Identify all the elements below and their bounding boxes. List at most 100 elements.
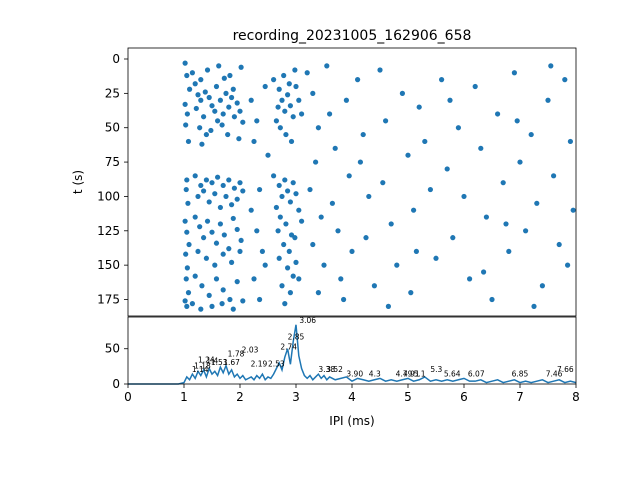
raster-point bbox=[263, 84, 268, 89]
raster-point bbox=[231, 216, 236, 221]
raster-point bbox=[229, 95, 234, 100]
raster-point bbox=[282, 301, 287, 306]
raster-point bbox=[349, 249, 354, 254]
raster-point bbox=[274, 118, 279, 123]
hist-annotation: 1.67 bbox=[223, 358, 240, 367]
raster-point bbox=[279, 98, 284, 103]
raster-point bbox=[198, 98, 203, 103]
raster-point bbox=[183, 252, 188, 257]
raster-point bbox=[229, 202, 234, 207]
raster-point bbox=[265, 153, 270, 158]
raster-point bbox=[515, 118, 520, 123]
raster-ytick-label: 25 bbox=[105, 86, 120, 100]
raster-point bbox=[291, 274, 296, 279]
raster-point bbox=[197, 224, 202, 229]
raster-point bbox=[456, 125, 461, 130]
raster-point bbox=[226, 177, 231, 182]
hist-xtick-label: 3 bbox=[292, 390, 300, 404]
raster-point bbox=[287, 81, 292, 86]
raster-point bbox=[215, 118, 220, 123]
raster-point bbox=[212, 263, 217, 268]
raster-point bbox=[257, 297, 262, 302]
raster-point bbox=[218, 205, 223, 210]
raster-point bbox=[229, 260, 234, 265]
raster-point bbox=[184, 177, 189, 182]
raster-point bbox=[316, 125, 321, 130]
raster-point bbox=[287, 249, 292, 254]
raster-point bbox=[221, 287, 226, 292]
raster-point bbox=[296, 98, 301, 103]
raster-point bbox=[484, 214, 489, 219]
raster-point bbox=[277, 183, 282, 188]
raster-point bbox=[240, 298, 245, 303]
raster-point bbox=[411, 208, 416, 213]
raster-point bbox=[195, 249, 200, 254]
raster-point bbox=[293, 84, 298, 89]
raster-point bbox=[235, 227, 240, 232]
raster-point bbox=[237, 249, 242, 254]
raster-point bbox=[184, 304, 189, 309]
hist-xtick-label: 1 bbox=[180, 390, 188, 404]
raster-point bbox=[405, 153, 410, 158]
raster-point bbox=[227, 297, 232, 302]
raster-point bbox=[363, 235, 368, 240]
raster-point bbox=[414, 249, 419, 254]
raster-point bbox=[190, 301, 195, 306]
raster-point bbox=[467, 276, 472, 281]
raster-point bbox=[222, 76, 227, 81]
raster-point bbox=[281, 242, 286, 247]
raster-point bbox=[185, 111, 190, 116]
raster-point bbox=[347, 173, 352, 178]
raster-point bbox=[568, 139, 573, 144]
raster-point bbox=[226, 246, 231, 251]
raster-ytick-label: 150 bbox=[97, 258, 120, 272]
chart-title: recording_20231005_162906_658 bbox=[233, 28, 472, 44]
raster-point bbox=[310, 91, 315, 96]
raster-point bbox=[216, 63, 221, 68]
hist-annotation: 5.1 bbox=[414, 369, 426, 378]
raster-point bbox=[562, 77, 567, 82]
raster-point bbox=[231, 87, 236, 92]
raster-point bbox=[551, 173, 556, 178]
raster-point bbox=[321, 263, 326, 268]
raster-points bbox=[183, 61, 576, 312]
raster-point bbox=[417, 104, 422, 109]
raster-point bbox=[278, 214, 283, 219]
hist-annotation: 2.53 bbox=[268, 359, 285, 368]
raster-point bbox=[394, 263, 399, 268]
raster-point bbox=[355, 77, 360, 82]
hist-xtick-label: 8 bbox=[572, 390, 580, 404]
raster-point bbox=[307, 187, 312, 192]
raster-point bbox=[531, 304, 536, 309]
raster-point bbox=[214, 276, 219, 281]
raster-point bbox=[239, 238, 244, 243]
raster-point bbox=[377, 67, 382, 72]
raster-point bbox=[183, 219, 188, 224]
raster-point bbox=[517, 159, 522, 164]
raster-point bbox=[277, 256, 282, 261]
hist-xtick-label: 5 bbox=[404, 390, 412, 404]
raster-point bbox=[288, 103, 293, 108]
raster-point bbox=[281, 73, 286, 78]
raster-point bbox=[540, 283, 545, 288]
raster-point bbox=[548, 63, 553, 68]
raster-point bbox=[235, 100, 240, 105]
raster-point bbox=[251, 139, 256, 144]
raster-point bbox=[225, 132, 230, 137]
raster-point bbox=[534, 201, 539, 206]
raster-point bbox=[235, 197, 240, 202]
raster-point bbox=[183, 122, 188, 127]
raster-point bbox=[231, 307, 236, 312]
raster-point bbox=[204, 132, 209, 137]
raster-point bbox=[285, 265, 290, 270]
raster-point bbox=[232, 114, 237, 119]
hist-annotation: 5.3 bbox=[430, 365, 442, 374]
raster-point bbox=[557, 242, 562, 247]
raster-ytick-label: 0 bbox=[112, 52, 120, 66]
raster-point bbox=[240, 188, 245, 193]
raster-point bbox=[214, 241, 219, 246]
raster-point bbox=[316, 290, 321, 295]
raster-point bbox=[478, 146, 483, 151]
raster-point bbox=[288, 290, 293, 295]
raster-point bbox=[201, 235, 206, 240]
